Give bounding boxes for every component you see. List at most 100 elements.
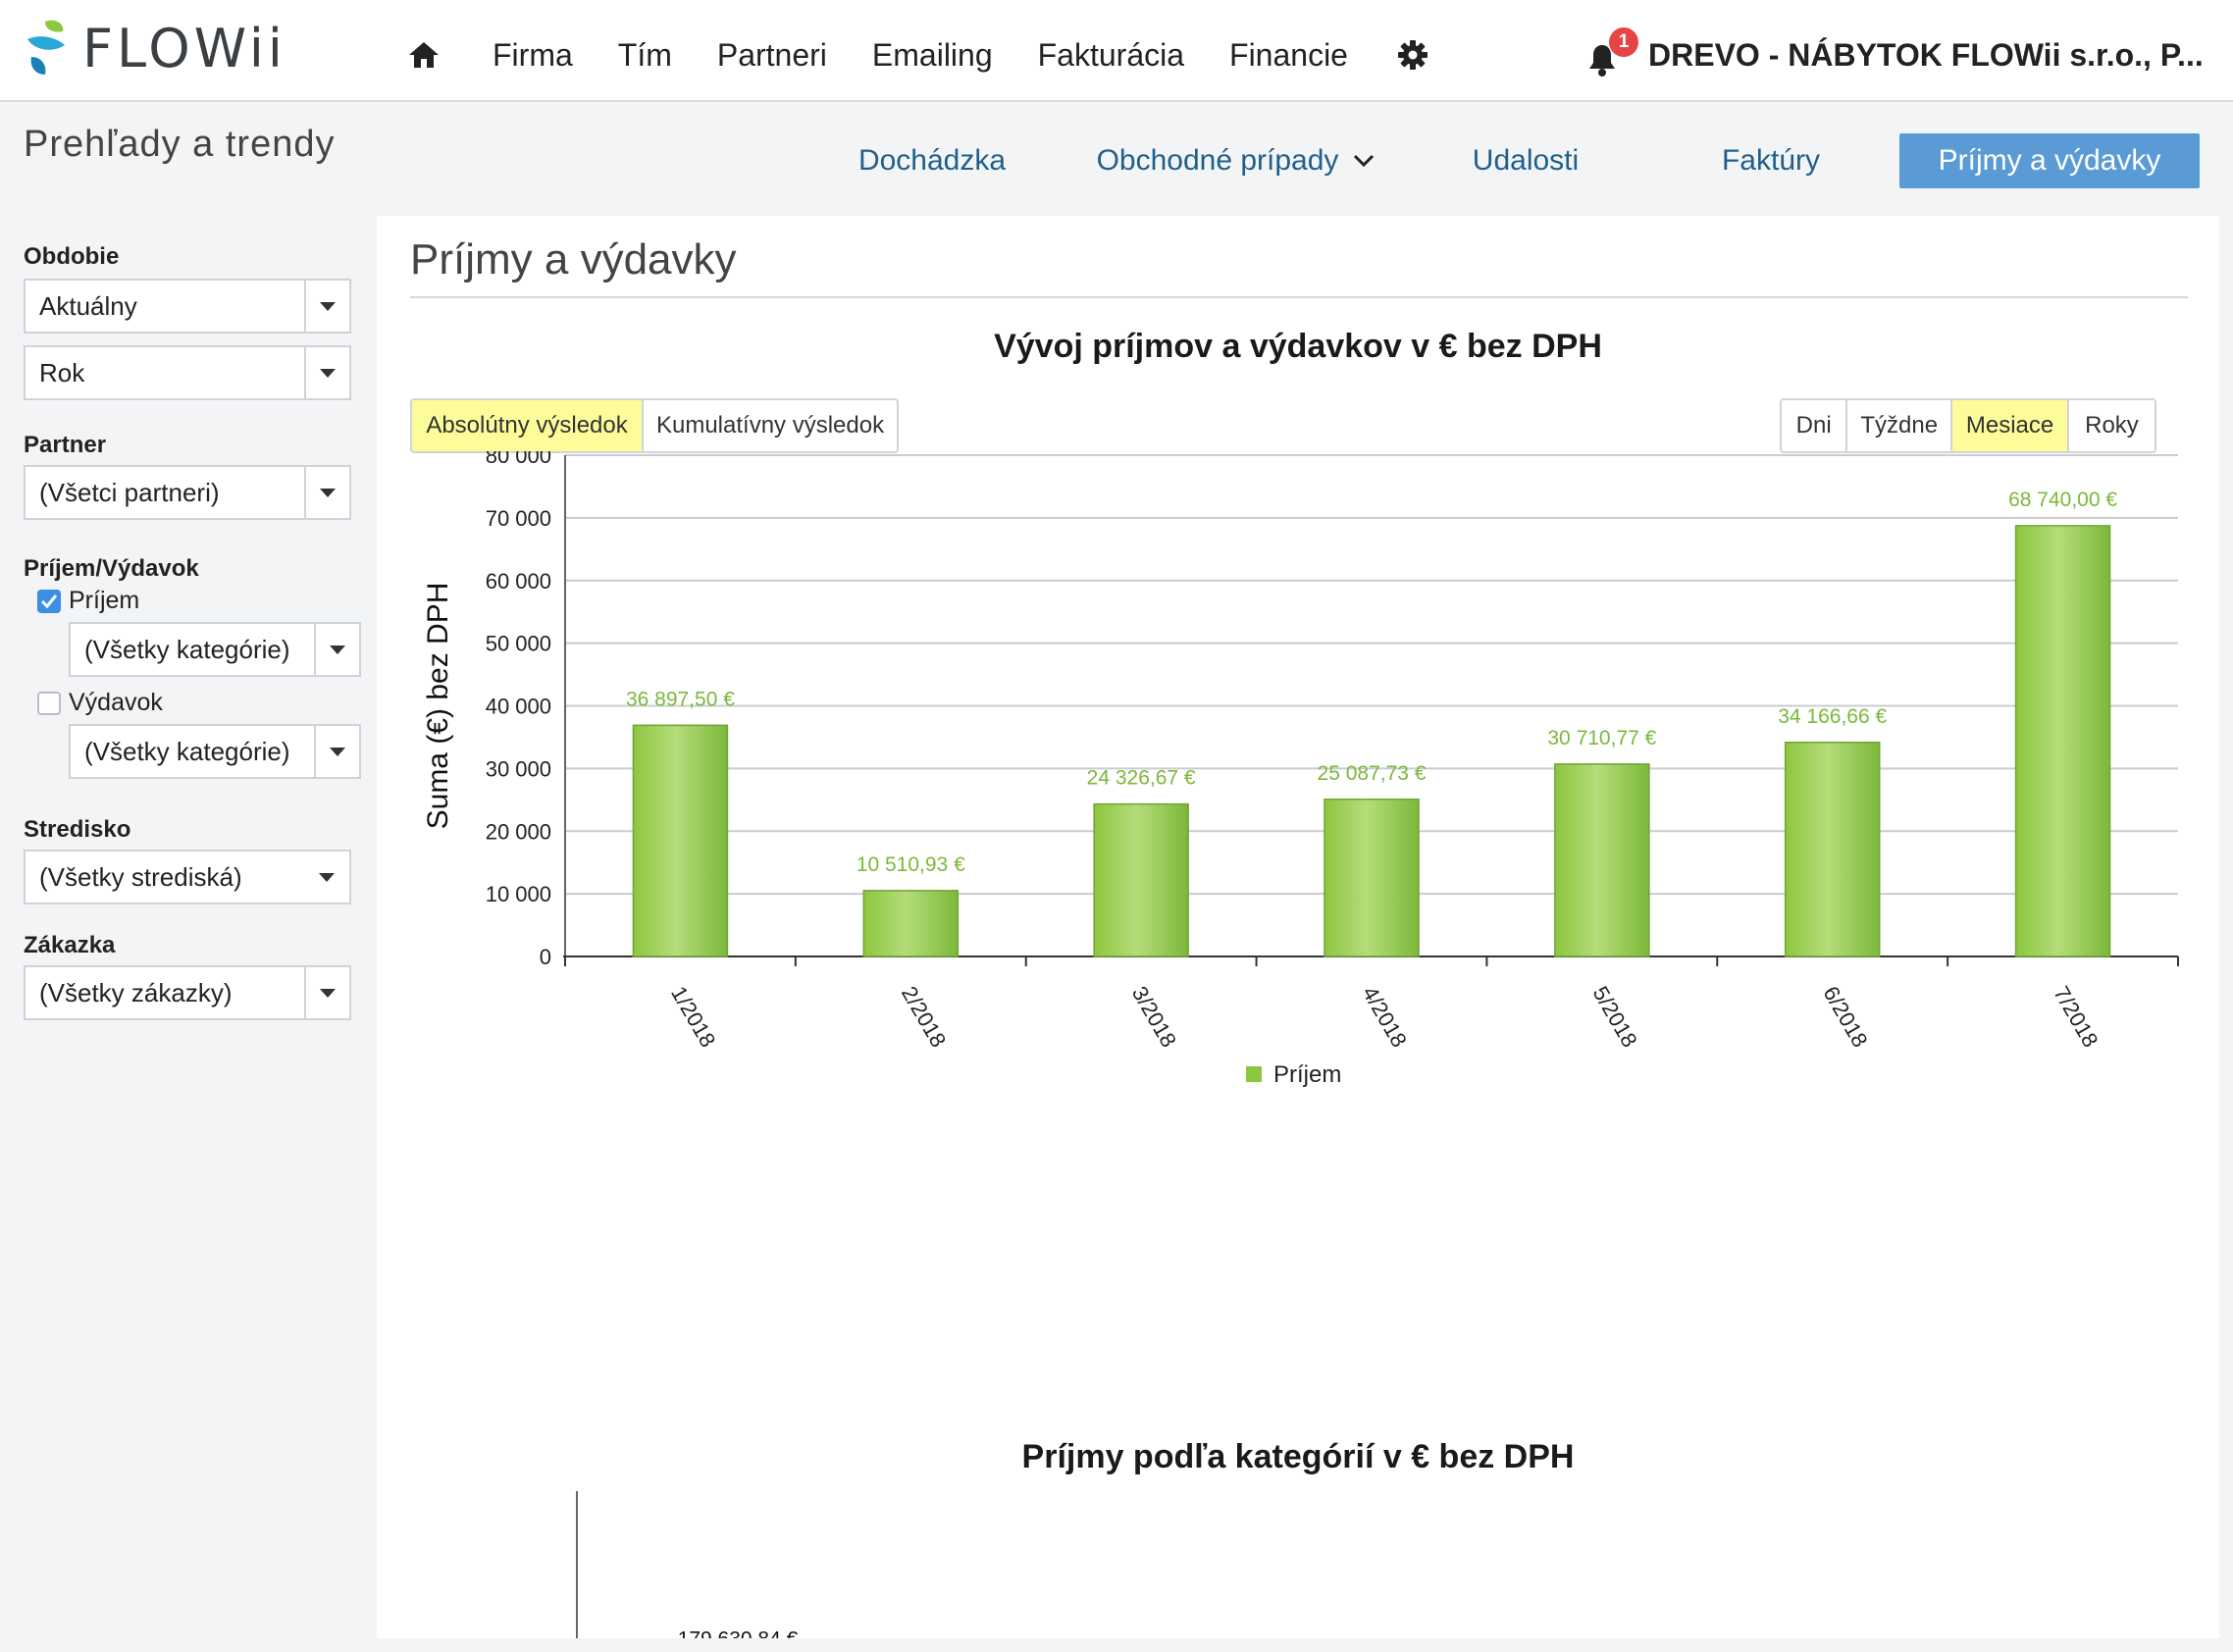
main-nav: Firma Tím Partneri Emailing Fakturácia F… [404, 27, 1432, 82]
nav-item-fakturacia[interactable]: Fakturácia [1037, 36, 1185, 73]
granularity-days-button[interactable]: Dni [1782, 400, 1848, 451]
section-header: Prehľady a trendy Dochádzka Obchodné prí… [0, 104, 2233, 214]
logo[interactable]: FLOWii [24, 17, 286, 79]
expense-checkbox-label: Výdavok [69, 689, 163, 716]
income-checkbox[interactable] [37, 589, 61, 613]
income-checkbox-label: Príjem [69, 587, 140, 614]
center-label: Stredisko [24, 816, 131, 843]
nav-item-emailing[interactable]: Emailing [871, 36, 993, 73]
data-label: 30 710,77 € [1547, 727, 1656, 749]
checkmark-icon [40, 594, 58, 608]
page-title: Príjmy a výdavky [410, 235, 737, 284]
y-tick-label: 60 000 [486, 569, 551, 594]
granularity-weeks-button[interactable]: Týždne [1847, 400, 1953, 451]
bar [1554, 763, 1650, 957]
income-category-select[interactable]: (Všetky kategórie) [69, 622, 361, 677]
period-unit-select-value: Rok [39, 357, 85, 387]
result-mode-toggle: Absolútny výsledok Kumulatívny výsledok [410, 398, 899, 453]
notifications[interactable]: 1 [1587, 27, 1638, 77]
y-tick-label: 10 000 [486, 882, 551, 906]
tab-obchodne-pripady[interactable]: Obchodné prípady [1089, 133, 1383, 188]
top-navigation-bar: FLOWii Firma Tím Partneri Emailing Faktu… [0, 0, 2233, 102]
x-tick-label: 3/2018 [1127, 982, 1181, 1052]
x-tick-label: 4/2018 [1358, 982, 1412, 1052]
y-tick-label: 80 000 [486, 451, 551, 468]
x-tick-label: 5/2018 [1588, 982, 1642, 1052]
y-tick-label: 0 [540, 945, 551, 969]
order-select-value: (Všetky zákazky) [39, 977, 233, 1007]
granularity-years-button[interactable]: Roky [2085, 412, 2139, 439]
bar [1324, 799, 1420, 957]
legend-label: Príjem [1273, 1061, 1341, 1088]
caret-down-icon [304, 281, 349, 332]
income-checkbox-row[interactable]: Príjem [37, 587, 139, 615]
granularity-toggle: Dni Týždne Mesiace Roky [1780, 398, 2156, 453]
expense-checkbox-row[interactable]: Výdavok [37, 689, 163, 717]
period-select[interactable]: Aktuálny [24, 279, 351, 334]
caret-down-icon [304, 852, 349, 903]
data-label: 34 166,66 € [1778, 705, 1887, 728]
tab-udalosti[interactable]: Udalosti [1472, 144, 1580, 177]
bar [1784, 742, 1881, 957]
order-select[interactable]: (Všetky zákazky) [24, 965, 351, 1020]
caret-down-icon [304, 967, 349, 1018]
data-label: 24 326,67 € [1087, 767, 1196, 790]
data-label: 25 087,73 € [1318, 762, 1427, 785]
logo-text: FLOWii [82, 17, 286, 79]
logo-icon [27, 20, 65, 75]
x-tick-label: 6/2018 [1818, 982, 1872, 1052]
bar [2014, 525, 2111, 957]
data-label: 68 740,00 € [2008, 489, 2117, 511]
partner-label: Partner [24, 432, 107, 458]
partner-select[interactable]: (Všetci partneri) [24, 465, 351, 520]
y-tick-label: 70 000 [486, 506, 551, 531]
data-label: 179 630,84 € [678, 1628, 799, 1638]
chart-2-title: Príjmy podľa kategórií v € bez DPH [1021, 1438, 1575, 1475]
chevron-down-icon [1354, 154, 1375, 168]
chart-1-title: Vývoj príjmov a výdavkov v € bez DPH [994, 328, 1602, 365]
partner-select-value: (Všetci partneri) [39, 477, 220, 507]
tab-prijmy-a-vydavky[interactable]: Príjmy a výdavky [1899, 133, 2200, 188]
cumulative-result-button[interactable]: Kumulatívny výsledok [655, 412, 885, 439]
center-select-value: (Všetky strediská) [39, 861, 242, 892]
filter-sidebar: Obdobie Aktuálny Rok Partner (Všetci par… [0, 214, 373, 1652]
nav-item-partneri[interactable]: Partneri [716, 36, 827, 73]
expense-category-value: (Všetky kategórie) [84, 736, 290, 766]
tab-dochadzka[interactable]: Dochádzka [857, 144, 1007, 177]
main-panel: Príjmy a výdavky Vývoj príjmov a výdavko… [377, 216, 2219, 1638]
caret-down-icon [314, 726, 359, 777]
y-tick-label: 50 000 [486, 632, 551, 656]
nav-item-firma[interactable]: Firma [493, 36, 573, 73]
caret-down-icon [314, 624, 359, 675]
company-switcher[interactable]: 1 DREVO - NÁBYTOK FLOWii s.r.o., P... [1587, 27, 2204, 80]
caret-down-icon [304, 467, 349, 518]
data-label: 10 510,93 € [857, 853, 965, 876]
granularity-months-button[interactable]: Mesiace [1952, 400, 2069, 451]
tab-obchodne-pripady-label: Obchodné prípady [1096, 144, 1339, 177]
legend: Príjem [1246, 1061, 1341, 1088]
y-tick-label: 20 000 [486, 819, 551, 844]
bar [632, 724, 729, 957]
home-icon[interactable] [404, 35, 443, 75]
income-category-value: (Všetky kategórie) [84, 634, 290, 664]
bar [1093, 802, 1189, 957]
expense-category-select[interactable]: (Všetky kategórie) [69, 724, 361, 779]
nav-item-tim[interactable]: Tím [617, 36, 672, 73]
period-unit-select[interactable]: Rok [24, 345, 351, 400]
nav-item-financie[interactable]: Financie [1229, 36, 1348, 73]
center-select[interactable]: (Všetky strediská) [24, 850, 351, 904]
expense-checkbox[interactable] [37, 691, 61, 715]
y-tick-label: 40 000 [486, 695, 551, 719]
title-divider [410, 296, 2188, 298]
settings-gear-icon[interactable] [1393, 35, 1432, 75]
data-label: 36 897,50 € [626, 688, 735, 710]
bar [862, 890, 960, 957]
tab-faktury[interactable]: Faktúry [1721, 144, 1821, 177]
x-tick-label: 7/2018 [2049, 982, 2103, 1052]
notification-count-badge: 1 [1609, 27, 1638, 57]
legend-swatch [1246, 1066, 1262, 1082]
absolute-result-button[interactable]: Absolútny výsledok [412, 400, 645, 451]
x-tick-label: 2/2018 [897, 982, 951, 1052]
period-select-value: Aktuálny [39, 290, 137, 321]
